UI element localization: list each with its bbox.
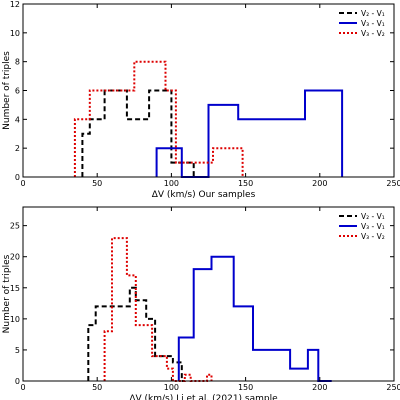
y-tick-label: 0 <box>15 173 20 182</box>
x-tick-label: 150 <box>238 383 253 392</box>
y-tick-label: 10 <box>10 315 20 324</box>
y-tick-label: 6 <box>15 87 20 96</box>
series-3-line <box>73 60 244 177</box>
y-tick-label: 12 <box>10 0 20 9</box>
x-tick-label: 100 <box>164 383 179 392</box>
y-axis-label: Number of triples <box>2 51 12 130</box>
x-axis-label: ΔV (km/s) Li et al. (2021) sample <box>129 394 278 400</box>
legend-label-2: V₃ - V₁ <box>361 19 385 28</box>
x-tick-label: 50 <box>92 383 102 392</box>
y-tick-label: 25 <box>10 222 20 231</box>
chart-panel-1: 0 50 100 150 200 250 0 2 4 6 8 10 12 ΔV (km/s) Our sa… <box>2 0 400 200</box>
legend-label-3: V₃ - V₂ <box>361 29 385 38</box>
x-tick-label: 100 <box>164 179 179 188</box>
y-tick-label: 15 <box>10 284 20 293</box>
series-3-line <box>103 237 213 382</box>
legend-label-3: V₃ - V₂ <box>361 232 385 241</box>
x-axis-label: ΔV (km/s) Our samples <box>152 190 256 200</box>
legend-label-1: V₂ - V₁ <box>361 212 385 221</box>
y-tick-label: 4 <box>15 115 20 124</box>
x-tick-label: 200 <box>312 179 327 188</box>
y-tick-label: 8 <box>15 58 20 67</box>
x-tick-label: 200 <box>312 383 327 392</box>
legend-label-1: V₂ - V₁ <box>361 9 385 18</box>
y-tick-label: 10 <box>10 29 20 38</box>
plot-frame <box>22 206 395 382</box>
chart-panel-2: 0 50 100 150 200 250 0 5 10 15 20 25 ΔV (km/s) Li et… <box>2 206 400 400</box>
x-tick-label: 50 <box>92 179 102 188</box>
x-tick-label: 250 <box>386 383 400 392</box>
legend-label-2: V₃ - V₁ <box>361 222 385 231</box>
y-tick-label: 2 <box>15 144 20 153</box>
y-axis-label: Number of triples <box>2 254 12 333</box>
y-tick-label: 0 <box>15 377 20 386</box>
x-tick-label: 0 <box>20 383 25 392</box>
x-tick-label: 150 <box>238 179 253 188</box>
x-tick-label: 250 <box>386 179 400 188</box>
y-tick-label: 5 <box>15 346 20 355</box>
y-tick-label: 20 <box>10 253 20 262</box>
x-tick-label: 0 <box>20 179 25 188</box>
series-2-line <box>155 89 344 178</box>
series-2-line <box>177 255 332 382</box>
series-1-line <box>81 89 199 178</box>
